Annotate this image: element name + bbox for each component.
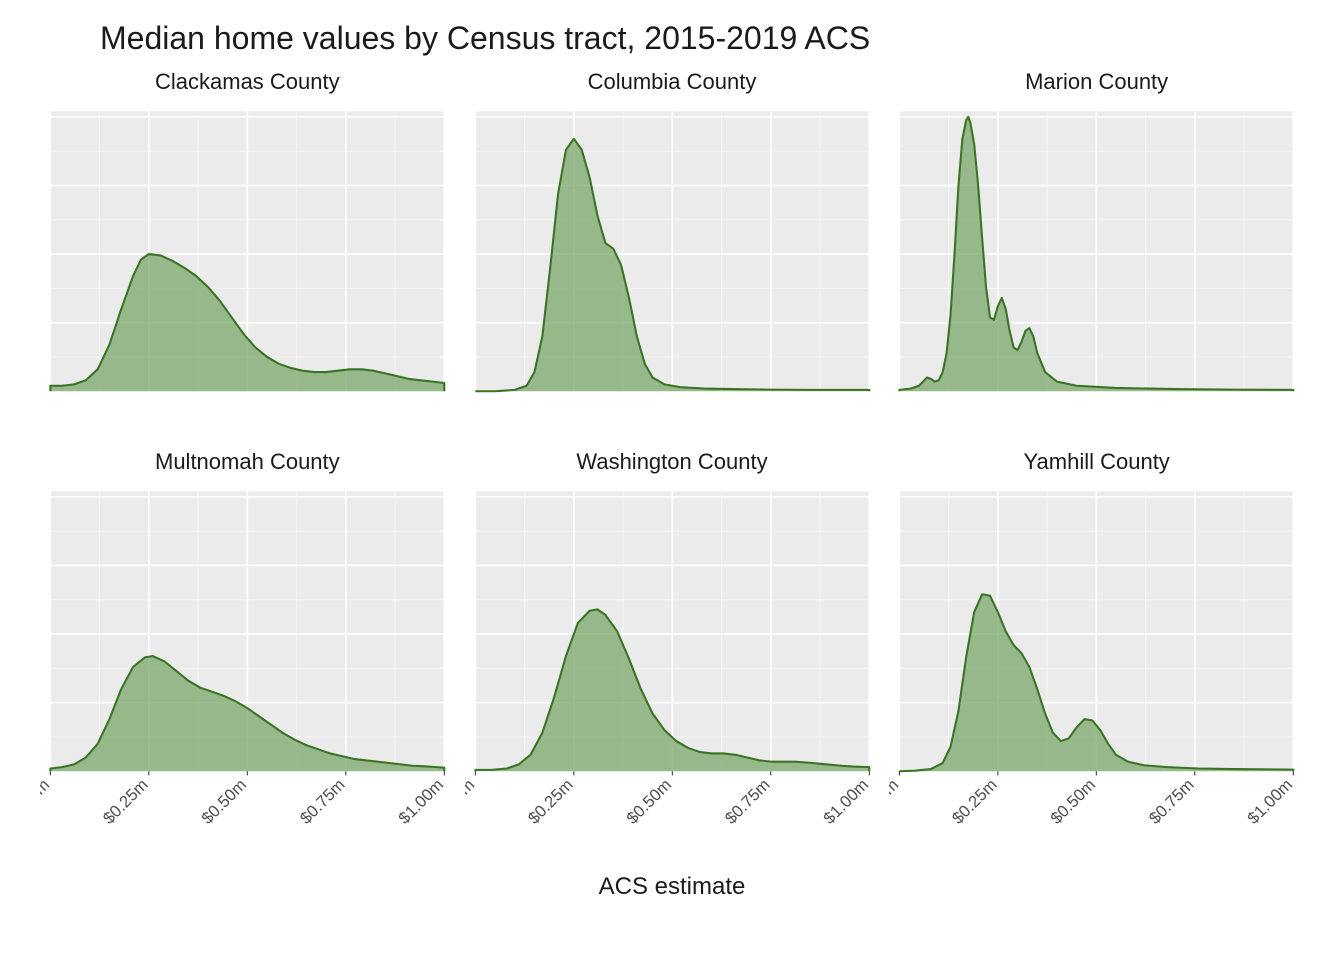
facet-panel: Multnomah County $0.00m $0.25m $0.50m $0.75m… — [40, 449, 455, 839]
x-tick-label: $0.25m — [99, 776, 152, 829]
facet-grid: Clackamas County Columbia County Marion Co… — [40, 69, 1304, 839]
facet-panel: Columbia County — [465, 69, 880, 439]
x-tick-label: $0.00m — [465, 776, 478, 829]
x-tick-label: $1.00m — [1244, 776, 1297, 829]
facet-panel: Washington County $0.00m $0.25m $0.50m $0.75… — [465, 449, 880, 839]
x-tick-label: $0.75m — [1145, 776, 1198, 829]
x-tick-label: $0.50m — [622, 776, 675, 829]
x-tick-label: $0.25m — [948, 776, 1001, 829]
x-tick-label: $0.00m — [40, 776, 53, 829]
x-tick-label: $0.25m — [524, 776, 577, 829]
density-plot: $0.00m $0.25m $0.50m $0.75m $1.00m — [465, 481, 880, 839]
chart-title: Median home values by Census tract, 2015… — [100, 20, 1304, 57]
x-tick-label: $0.75m — [721, 776, 774, 829]
density-plot: $0.00m $0.25m $0.50m $0.75m $1.00m — [889, 481, 1304, 839]
facet-panel: Clackamas County — [40, 69, 455, 439]
x-tick-label: $0.75m — [296, 776, 349, 829]
x-tick-label: $0.50m — [1047, 776, 1100, 829]
facet-title: Clackamas County — [155, 69, 340, 97]
x-axis-label: ACS estimate — [40, 873, 1304, 901]
density-plot — [40, 101, 455, 439]
x-tick-label: $1.00m — [395, 776, 448, 829]
facet-title: Multnomah County — [155, 449, 340, 477]
x-tick-label: $0.50m — [198, 776, 251, 829]
figure: Median home values by Census tract, 2015… — [0, 0, 1344, 960]
facet-title: Washington County — [576, 449, 767, 477]
x-tick-label: $0.00m — [889, 776, 902, 829]
facet-panel: Marion County — [889, 69, 1304, 439]
x-tick-label: $1.00m — [819, 776, 872, 829]
facet-title: Yamhill County — [1023, 449, 1169, 477]
density-plot — [465, 101, 880, 439]
facet-title: Marion County — [1025, 69, 1168, 97]
density-plot: $0.00m $0.25m $0.50m $0.75m $1.00m — [40, 481, 455, 839]
facet-title: Columbia County — [588, 69, 757, 97]
density-plot — [889, 101, 1304, 439]
facet-panel: Yamhill County $0.00m $0.25m $0.50m $0.75m $1… — [889, 449, 1304, 839]
